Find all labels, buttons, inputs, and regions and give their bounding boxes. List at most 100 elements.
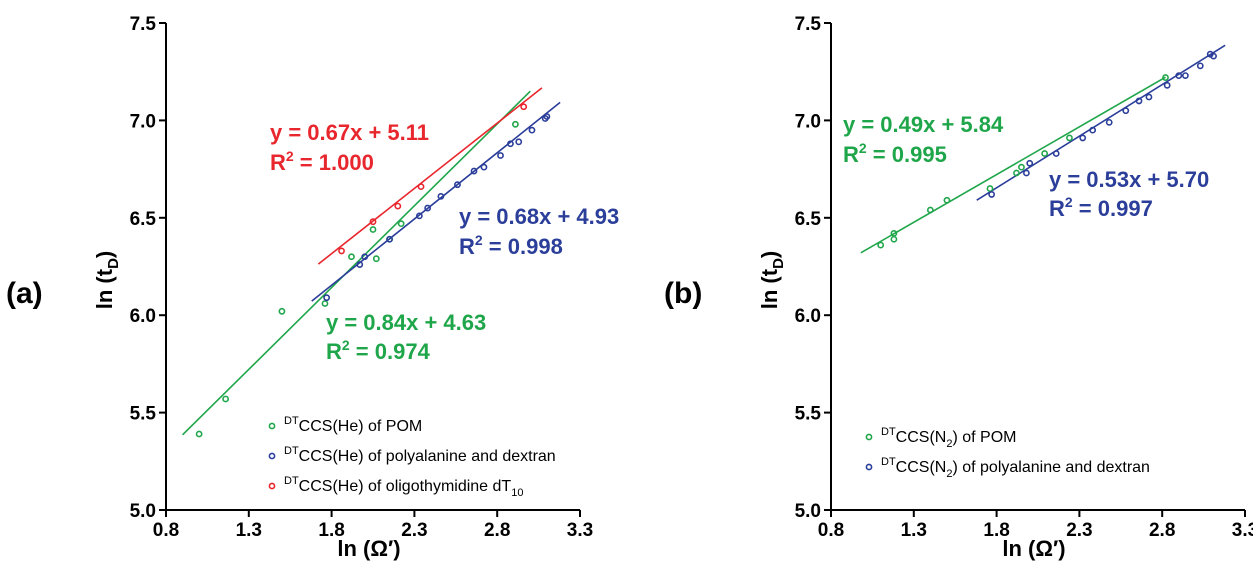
panel-a-polyalanine-r2: R2 = 0.998 bbox=[459, 232, 563, 259]
panel-b-x-axis-title: ln (Ω′) bbox=[1002, 536, 1065, 561]
data-point-green bbox=[195, 430, 203, 438]
data-point-green bbox=[512, 120, 519, 128]
x-tick-label: 0.8 bbox=[818, 520, 844, 541]
data-point-red bbox=[338, 247, 345, 255]
data-point-blue bbox=[386, 235, 393, 243]
legend-entry-pom-n2: DTCCS(N2) of POM bbox=[881, 426, 1016, 450]
data-point-green bbox=[1066, 134, 1073, 142]
y-tick-label: 7.0 bbox=[130, 111, 156, 132]
panel-a: (a) ln (tD) ln (Ω′) 5.0 5.5 6.0 6.5 7.0 7.5 0.… bbox=[6, 14, 619, 561]
fit-line-blue bbox=[311, 101, 561, 302]
data-point-green bbox=[890, 229, 898, 237]
panel-b-pom-equation: y = 0.49x + 5.84 bbox=[843, 112, 1004, 137]
panel-b-data-points bbox=[877, 50, 1217, 249]
data-point-blue bbox=[437, 192, 445, 200]
y-tick-label: 6.0 bbox=[795, 306, 821, 327]
data-point-blue bbox=[1163, 81, 1171, 89]
y-tick-label: 6.5 bbox=[795, 209, 822, 230]
y-tick-label: 7.0 bbox=[795, 111, 821, 132]
x-tick-label: 1.8 bbox=[318, 520, 344, 541]
data-point-green bbox=[877, 241, 885, 249]
data-point-green bbox=[890, 235, 898, 243]
data-point-green bbox=[1013, 169, 1020, 177]
data-point-red bbox=[394, 202, 402, 210]
x-tick-label: 2.8 bbox=[1149, 520, 1175, 541]
data-point-blue bbox=[1023, 169, 1030, 177]
x-tick-label: 2.3 bbox=[401, 520, 427, 541]
fit-line-green bbox=[860, 76, 1166, 254]
panel-a-pom-r2: R2 = 0.974 bbox=[326, 337, 431, 364]
data-point-blue bbox=[1135, 97, 1143, 105]
panel-a-fit-lines bbox=[181, 87, 561, 436]
y-tick-label: 6.5 bbox=[130, 209, 157, 230]
y-tick-label: 7.5 bbox=[795, 14, 822, 35]
panel-a-oligothymidine-equation: y = 0.67x + 5.11 bbox=[270, 120, 429, 145]
data-point-blue bbox=[507, 140, 514, 148]
data-point-blue bbox=[1145, 93, 1153, 101]
data-point-red bbox=[369, 218, 377, 226]
data-point-blue bbox=[543, 113, 551, 120]
panel-a-polyalanine-equation: y = 0.68x + 4.93 bbox=[459, 204, 619, 229]
data-point-green bbox=[372, 255, 380, 263]
panel-b-label: (b) bbox=[664, 277, 702, 310]
legend-marker-polyalanine-n2 bbox=[865, 463, 873, 471]
panel-a-legend: DTCCS(He) of POM DTCCS(He) of polyalanin… bbox=[268, 415, 556, 499]
data-point-blue bbox=[470, 167, 478, 175]
data-point-blue bbox=[1105, 118, 1113, 126]
data-point-blue bbox=[1210, 52, 1217, 60]
data-point-blue bbox=[1196, 62, 1204, 70]
data-point-green bbox=[397, 220, 405, 228]
data-point-blue bbox=[1089, 126, 1097, 134]
data-point-red bbox=[520, 103, 528, 111]
data-point-green bbox=[278, 307, 286, 315]
data-point-blue bbox=[1052, 150, 1060, 157]
data-point-green bbox=[348, 253, 355, 261]
panel-b: (b) ln (tD) ln (Ω′) 5.0 5.5 6.0 6.5 7.0 7.5 0.… bbox=[664, 14, 1253, 561]
y-tick-label: 5.0 bbox=[795, 501, 821, 522]
data-point-blue bbox=[1122, 107, 1130, 115]
panel-a-annotations: y = 0.84x + 4.63 R2 = 0.974 y = 0.68x + … bbox=[270, 120, 619, 364]
data-point-blue bbox=[1181, 72, 1189, 79]
panel-b-legend: DTCCS(N2) of POM DTCCS(N2) of polyalanin… bbox=[865, 426, 1150, 480]
data-point-blue bbox=[480, 163, 488, 171]
y-tick-label: 6.0 bbox=[130, 306, 156, 327]
data-point-green bbox=[1162, 74, 1169, 81]
y-tick-label: 7.5 bbox=[130, 14, 157, 35]
data-point-blue bbox=[415, 212, 423, 220]
y-tick-label: 5.5 bbox=[130, 404, 157, 425]
panel-a-x-axis-title: ln (Ω′) bbox=[337, 536, 400, 561]
data-point-green bbox=[369, 226, 377, 233]
x-tick-label: 3.3 bbox=[567, 520, 593, 541]
data-point-blue bbox=[323, 294, 331, 302]
data-point-blue bbox=[1026, 159, 1034, 167]
x-tick-label: 2.8 bbox=[484, 520, 510, 541]
data-point-blue bbox=[454, 181, 461, 189]
legend-marker-pom bbox=[268, 422, 276, 430]
panel-a-label: (a) bbox=[6, 277, 43, 310]
panel-b-y-axis-title: ln (tD) bbox=[757, 251, 787, 310]
panel-a-oligothymidine-r2: R2 = 1.000 bbox=[270, 148, 374, 175]
data-point-blue bbox=[497, 152, 504, 159]
y-tick-label: 5.5 bbox=[795, 404, 822, 425]
data-point-blue bbox=[528, 126, 536, 134]
x-tick-label: 0.8 bbox=[153, 520, 179, 541]
data-point-green bbox=[222, 395, 230, 403]
data-point-blue bbox=[515, 138, 523, 146]
fit-line-green bbox=[181, 90, 531, 436]
panel-a-pom-equation: y = 0.84x + 4.63 bbox=[326, 310, 486, 335]
x-tick-label: 1.3 bbox=[901, 520, 927, 541]
data-point-blue bbox=[988, 191, 996, 198]
panel-a-data-points bbox=[195, 103, 551, 438]
panel-b-polyalanine-r2: R2 = 0.997 bbox=[1049, 194, 1153, 221]
x-tick-label: 1.3 bbox=[236, 520, 262, 541]
legend-entry-polyalanine: DTCCS(He) of polyalanine and dextran bbox=[284, 445, 556, 465]
data-point-red bbox=[417, 183, 425, 191]
data-point-green bbox=[943, 196, 951, 204]
data-point-blue bbox=[1175, 72, 1183, 79]
panel-a-y-axis-title: ln (tD) bbox=[92, 251, 122, 310]
x-tick-label: 2.3 bbox=[1066, 520, 1092, 541]
data-point-blue bbox=[361, 253, 369, 261]
legend-marker-pom-n2 bbox=[865, 433, 873, 441]
legend-entry-pom: DTCCS(He) of POM bbox=[284, 415, 422, 435]
data-point-blue bbox=[1079, 134, 1087, 142]
